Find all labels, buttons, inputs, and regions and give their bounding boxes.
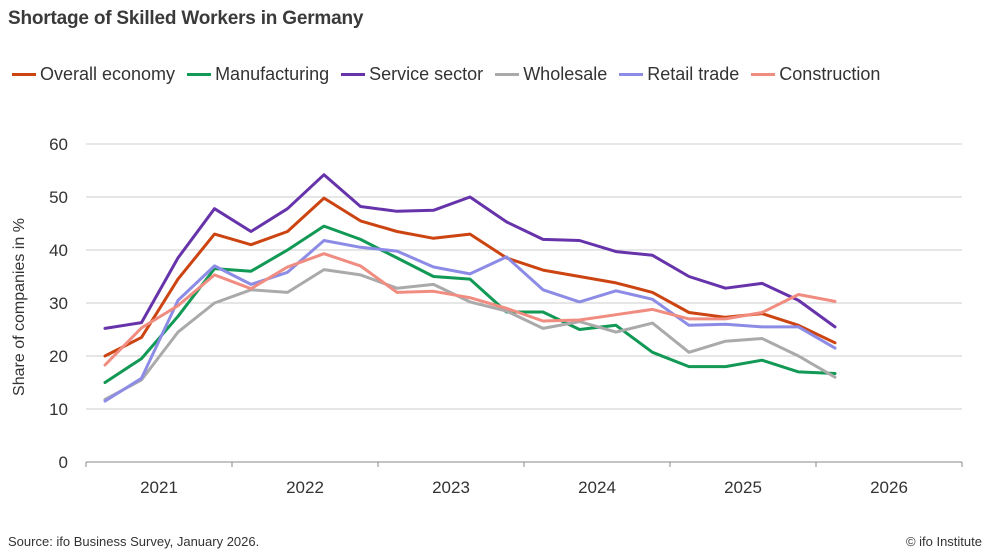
y-tick-label: 60 [49,135,68,154]
source-note: Source: ifo Business Survey, January 202… [8,534,260,549]
y-axis-label: Share of companies in % [11,218,28,396]
y-tick-label: 50 [49,188,68,207]
legend-item-2: Service sector [341,64,483,85]
x-tick-label: 2022 [286,478,324,497]
y-tick-label: 40 [49,241,68,260]
x-tick-label: 2025 [724,478,762,497]
x-tick-label: 2021 [140,478,178,497]
x-tick-label: 2026 [870,478,908,497]
series-line-service-sector [103,173,837,330]
x-tick-label: 2023 [432,478,470,497]
series-line-retail-trade [103,239,837,403]
series-line-construction [103,252,837,367]
y-tick-label: 20 [49,347,68,366]
legend-item-0: Overall economy [12,64,175,85]
y-tick-label: 0 [59,453,68,472]
legend-label: Wholesale [523,64,608,84]
credit-note: © ifo Institute [905,534,982,549]
legend-swatch [751,73,776,76]
legend-label: Overall economy [40,64,176,84]
y-tick-label: 10 [49,400,68,419]
legend-swatch [619,73,644,76]
legend-item-4: Retail trade [619,64,739,85]
chart-title: Shortage of Skilled Workers in Germany [8,8,364,29]
legend-item-1: Manufacturing [187,64,329,85]
legend-swatch [495,73,520,76]
legend-swatch [341,73,366,76]
legend-swatch [12,73,36,76]
legend-label: Manufacturing [215,64,330,84]
series-line-manufacturing [103,224,837,384]
legend-label: Construction [779,64,881,84]
series-line-overall-economy [103,196,837,358]
legend-item-5: Construction [751,64,880,85]
legend: Overall economy Manufacturing Service sect… [12,64,892,85]
legend-label: Retail trade [647,64,740,84]
legend-swatch [187,73,212,76]
y-tick-label: 30 [49,294,68,313]
legend-item-3: Wholesale [495,64,607,85]
series-line-wholesale [103,268,837,401]
x-tick-label: 2024 [578,478,616,497]
legend-label: Service sector [369,64,484,84]
